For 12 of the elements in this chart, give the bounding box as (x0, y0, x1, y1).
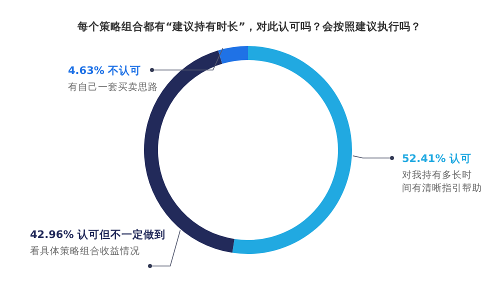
slice-label: 认可 (449, 153, 472, 165)
data-label: 4.63% (68, 65, 104, 77)
donut-slice (218, 46, 248, 64)
text: 有自己一套买卖思路 (68, 82, 158, 93)
donut-slice (232, 46, 352, 254)
text: 对我持有多长时间有清晰指引帮助 (402, 170, 482, 194)
slice-label: 认可但不一定做到 (77, 229, 166, 241)
slice-label: 不认可 (108, 65, 142, 77)
data-label: 42.96% (30, 229, 74, 241)
text: 看具体策略组合收益情况 (30, 246, 140, 257)
data-label: 52.41% (402, 153, 446, 165)
chart-title: 每个策略组合都有“建议持有时长”，对此认可吗？会按照建议执行吗？ (76, 20, 422, 33)
